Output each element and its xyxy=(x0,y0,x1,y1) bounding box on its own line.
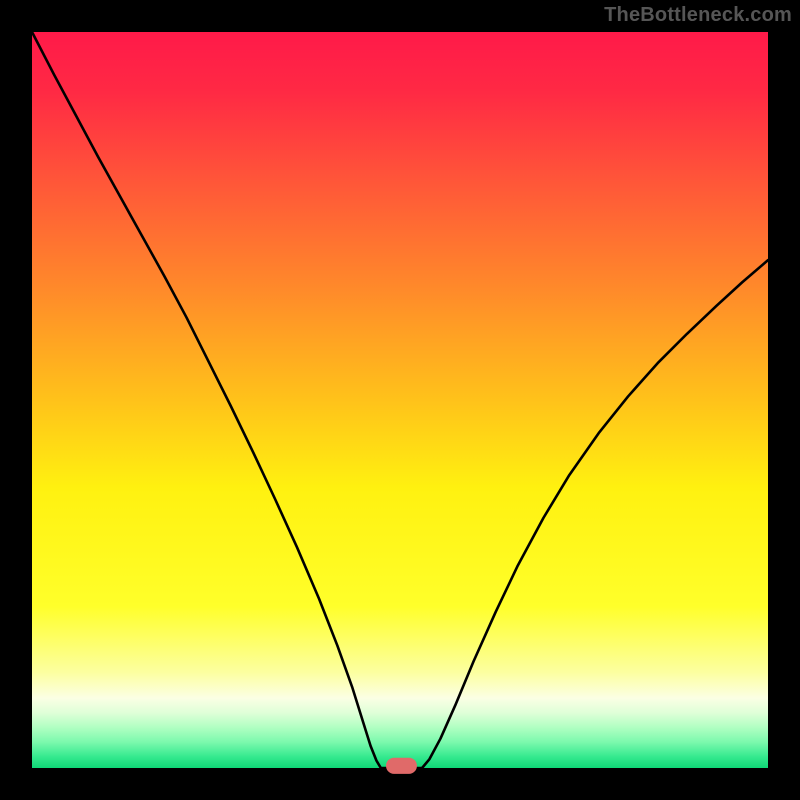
optimal-point-marker xyxy=(386,758,417,774)
chart-plot-area xyxy=(32,32,768,768)
watermark-text: TheBottleneck.com xyxy=(604,4,792,27)
chart-container: TheBottleneck.com xyxy=(0,0,800,800)
bottleneck-chart-svg xyxy=(0,0,800,800)
